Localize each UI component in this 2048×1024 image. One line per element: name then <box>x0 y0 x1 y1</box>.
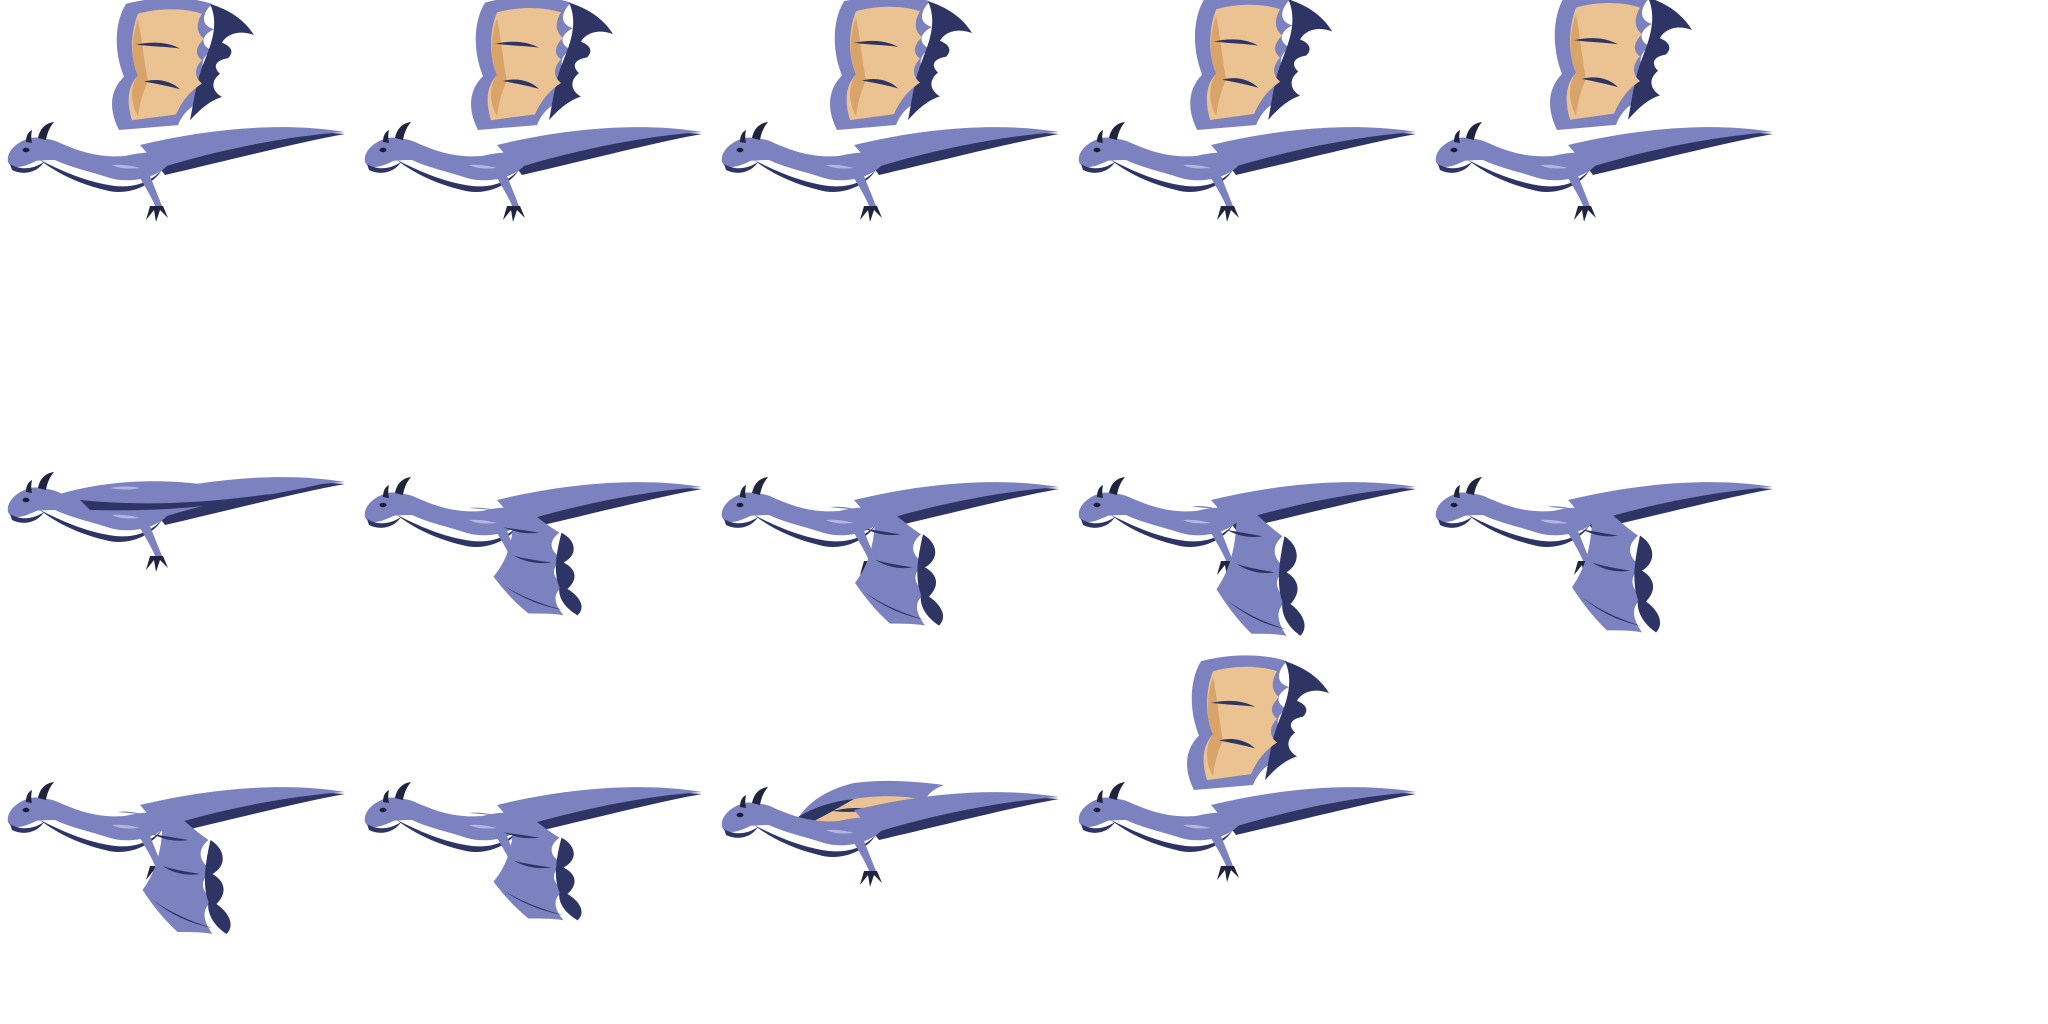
up-wing <box>1550 0 1692 130</box>
dragon-sprite <box>7 782 345 934</box>
up-wing <box>1190 0 1333 130</box>
dragon-sprite <box>721 477 1059 626</box>
dragon-frame <box>1428 0 1778 320</box>
dragon-body <box>1078 782 1416 882</box>
dragon-sprite <box>364 782 702 921</box>
dragon-frame <box>357 0 707 320</box>
up-wing <box>1187 655 1329 790</box>
dragon-body <box>1078 122 1416 222</box>
dragon-frame <box>0 0 350 320</box>
up-wing <box>471 0 613 130</box>
dragon-body <box>364 122 702 222</box>
dragon-sprite <box>721 780 1059 887</box>
dragon-frame <box>1071 335 1421 665</box>
dragon-frame <box>0 640 350 970</box>
dragon-sprite <box>1435 477 1773 633</box>
dragon-body <box>1435 122 1773 222</box>
dragon-sprite <box>7 472 345 572</box>
dragon-frame <box>1428 335 1778 665</box>
dragon-sprite <box>364 0 702 222</box>
dragon-sprite <box>1078 0 1416 222</box>
dragon-frame <box>0 330 350 660</box>
dragon-sprite <box>364 477 702 616</box>
dragon-frame <box>357 335 707 665</box>
dragon-frame <box>357 640 707 970</box>
dragon-frame <box>714 645 1064 975</box>
dragon-body <box>7 122 345 222</box>
up-wing <box>830 0 972 130</box>
dragon-sprite <box>1078 477 1416 636</box>
dragon-sprite <box>7 0 345 222</box>
dragon-sprite <box>1435 0 1773 222</box>
dragon-frame <box>1071 640 1421 970</box>
dragon-sprite <box>721 0 1059 222</box>
folded-wing <box>60 481 330 511</box>
dragon-frame <box>714 0 1064 320</box>
dragon-sprite <box>1078 655 1416 882</box>
dragon-frame <box>714 335 1064 665</box>
dragon-body <box>721 122 1059 222</box>
dragon-frame <box>1071 0 1421 320</box>
up-wing <box>112 0 255 130</box>
